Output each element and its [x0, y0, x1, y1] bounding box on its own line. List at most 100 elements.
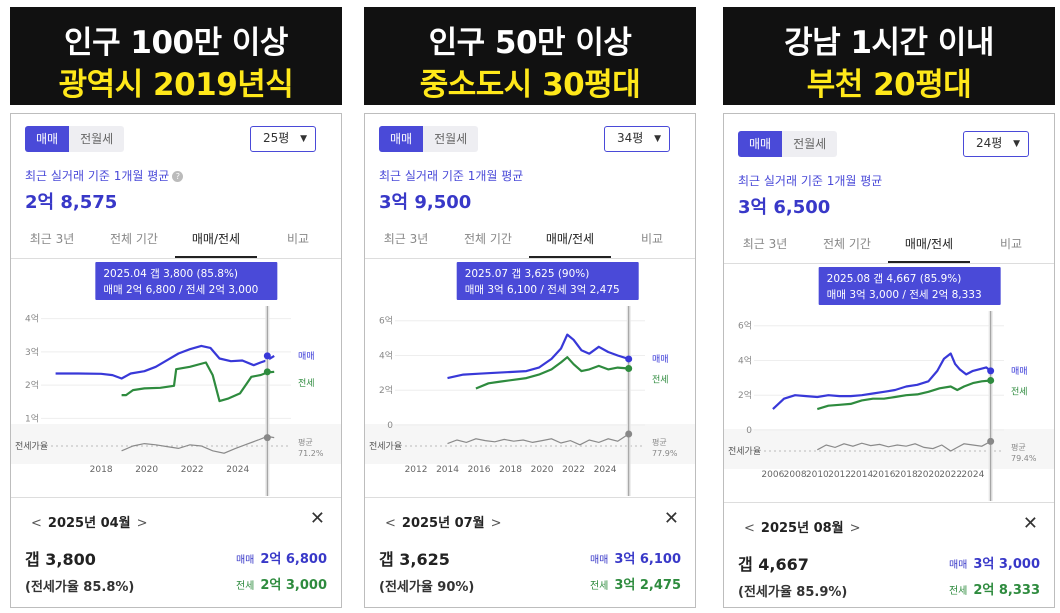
jeonse-ratio: (전세가율 85.8%): [25, 580, 135, 595]
sale-row: 매매 3억 3,000: [949, 553, 1040, 572]
toggle-sale[interactable]: 매매: [25, 126, 70, 152]
question-circle-icon[interactable]: ?: [172, 171, 184, 182]
legend-jeonse: 전세: [652, 375, 669, 386]
ratio-band: [11, 424, 341, 464]
toggle-rent[interactable]: 전월세: [80, 132, 114, 146]
x-tick-label: 2022: [939, 470, 962, 480]
y-tick-label: 4억: [25, 313, 39, 325]
avg-price: 3억 9,500: [379, 192, 472, 213]
panel-3: 강남 1시간 이내 부천 20평대 매매 전월세 24평 ▼ 최근 실거래 기준 …: [723, 0, 1055, 613]
close-icon[interactable]: ✕: [663, 508, 679, 529]
detail-panel: <2025년 07월 > ✕ 갭 3,625 (전세가율 90%) 매매 3억 6,…: [365, 497, 695, 607]
tooltip-line-1: 2025.07 갭 3,625 (90%): [465, 268, 590, 280]
panel-2: 인구 50만 이상 중소도시 30평대 매매 전월세 34평 ▼ 최근 실거래 기…: [364, 0, 696, 613]
gap-value: 갭 3,800: [25, 550, 96, 569]
chart-tabs: 최근 3년 전체 기간 매매/전세 비교: [724, 223, 1054, 264]
sale-line: [55, 344, 275, 380]
close-icon[interactable]: ✕: [1022, 513, 1038, 534]
ratio-point: [987, 437, 995, 445]
area-select[interactable]: 24평 ▼: [963, 131, 1029, 157]
ratio-point: [263, 434, 271, 442]
toggle-rent[interactable]: 전월세: [793, 137, 827, 151]
jeonse-point: [987, 376, 995, 384]
banner-line-2: 중소도시 30평대: [419, 67, 641, 103]
avg-price: 2억 8,575: [25, 192, 118, 213]
banner-line-2: 광역시 2019년식: [58, 67, 294, 103]
ratio-avg-value: 79.4%: [1011, 454, 1037, 463]
jeonse-row: 전세 3억 2,475: [590, 574, 681, 593]
area-value: 24평: [976, 136, 1003, 150]
chevron-left-icon[interactable]: <: [744, 521, 755, 536]
ratio-line: [121, 435, 275, 454]
chevron-left-icon[interactable]: <: [385, 516, 396, 531]
x-tick-label: 2018: [90, 465, 113, 475]
tooltip-box: [818, 267, 1001, 305]
x-tick-label: 2022: [562, 465, 585, 475]
x-tick-label: 2024: [961, 470, 984, 480]
gap-value: 갭 4,667: [738, 555, 809, 574]
ratio-avg-value: 71.2%: [298, 449, 324, 458]
tab-sale-jeonse[interactable]: 매매/전세: [545, 232, 595, 246]
price-card: 매매 전월세 24평 ▼ 최근 실거래 기준 1개월 평균 3억 6,500 최근…: [723, 113, 1055, 608]
chevron-right-icon[interactable]: >: [490, 516, 502, 531]
sale-key: 매매: [948, 560, 968, 571]
x-tick-label: 2014: [436, 465, 459, 475]
toggle-sale[interactable]: 매매: [379, 126, 424, 152]
x-tick-label: 2012: [405, 465, 428, 475]
detail-panel: <2025년 08월 > ✕ 갭 4,667 (전세가율 85.9%) 매매 3억 …: [724, 502, 1054, 607]
y-tick-label: 4억: [738, 354, 752, 366]
banner-line-1: 인구 50만 이상: [428, 25, 632, 61]
price-card: 매매 전월세 25평 ▼ 최근 실거래 기준 1개월 평균? 2억 8,575 최…: [10, 113, 342, 608]
chevron-right-icon[interactable]: >: [136, 516, 148, 531]
banner-line-1: 강남 1시간 이내: [784, 25, 994, 61]
tab-all-period[interactable]: 전체 기간: [110, 232, 158, 246]
y-tick-label: 2억: [738, 389, 752, 401]
month-nav: <2025년 07월 >: [379, 512, 508, 531]
tab-sale-jeonse[interactable]: 매매/전세: [904, 237, 954, 251]
tab-compare[interactable]: 비교: [999, 237, 1023, 251]
tab-all-period[interactable]: 전체 기간: [464, 232, 512, 246]
ratio-axis-label: 전세가율: [369, 441, 402, 452]
x-tick-label: 2020: [917, 470, 940, 480]
tooltip-box: [95, 262, 278, 300]
banner: 인구 50만 이상 중소도시 30평대: [364, 7, 696, 105]
tab-recent-3y[interactable]: 최근 3년: [742, 237, 788, 251]
chevron-left-icon[interactable]: <: [31, 516, 42, 531]
y-tick-label: 6억: [379, 315, 393, 327]
banner-line-1: 인구 100만 이상: [64, 25, 288, 61]
tab-recent-3y[interactable]: 최근 3년: [383, 232, 429, 246]
area-select[interactable]: 34평 ▼: [604, 126, 670, 152]
banner: 인구 100만 이상 광역시 2019년식: [10, 7, 342, 105]
x-tick-label: 2016: [468, 465, 491, 475]
y-tick-label: 3억: [25, 346, 39, 358]
legend-sale: 매매: [652, 354, 669, 365]
ratio-band: [724, 429, 1054, 469]
gap-value: 갭 3,625: [379, 550, 450, 569]
toggle-sale[interactable]: 매매: [738, 131, 783, 157]
x-tick-label: 2014: [850, 470, 873, 480]
tab-all-period[interactable]: 전체 기간: [823, 237, 871, 251]
trade-type-toggle: 매매 전월세: [25, 126, 125, 152]
y-tick-label: 2억: [25, 379, 39, 391]
tab-recent-3y[interactable]: 최근 3년: [29, 232, 75, 246]
y-tick-label: 6억: [738, 320, 752, 332]
tab-sale-jeonse[interactable]: 매매/전세: [191, 232, 241, 246]
sale-line: [772, 352, 992, 410]
chevron-right-icon[interactable]: >: [849, 521, 861, 536]
tooltip-box: [456, 262, 639, 300]
chart-tabs: 최근 3년 전체 기간 매매/전세 비교: [365, 218, 695, 259]
avg-label: 최근 실거래 기준 1개월 평균: [379, 167, 523, 184]
area-select[interactable]: 25평 ▼: [250, 126, 316, 152]
jeonse-point: [263, 368, 271, 376]
ratio-axis-label: 전세가율: [728, 446, 761, 457]
jeonse-key: 전세: [235, 581, 255, 592]
toggle-rent[interactable]: 전월세: [434, 132, 468, 146]
trade-type-toggle: 매매 전월세: [379, 126, 479, 152]
tab-compare[interactable]: 비교: [640, 232, 664, 246]
tab-compare[interactable]: 비교: [286, 232, 310, 246]
close-icon[interactable]: ✕: [309, 508, 325, 529]
tooltip-line-2: 매매 3억 6,100 / 전세 3억 2,475: [465, 284, 620, 296]
